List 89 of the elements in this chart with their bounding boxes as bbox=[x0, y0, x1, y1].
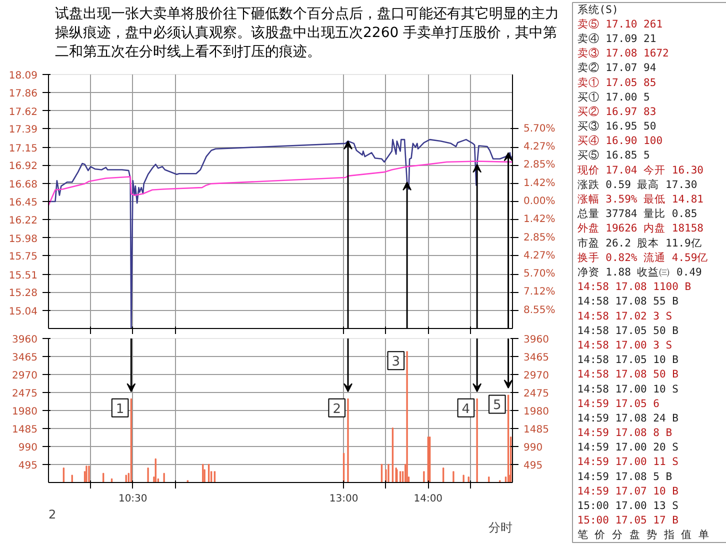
text: 14:59 17.08 24 B bbox=[577, 412, 678, 424]
y2-tick-label: 7.12% bbox=[524, 286, 556, 298]
y2-tick-label: 3465 bbox=[524, 352, 549, 364]
text: 14:59 17.00 20 S bbox=[577, 442, 678, 454]
x-tick-label: 10:30 bbox=[118, 494, 148, 504]
y2-tick-label: 1.42% bbox=[524, 214, 556, 226]
text: 买② 16.97 83 bbox=[577, 104, 656, 118]
y2-tick-label: 1980 bbox=[524, 406, 549, 418]
y-tick-label: 990 bbox=[18, 442, 38, 454]
y-tick-label: 17.39 bbox=[8, 124, 38, 136]
y2-tick-label: 2970 bbox=[524, 370, 549, 382]
text: 卖① 17.05 85 bbox=[577, 76, 656, 89]
y2-tick-label: 2.85% bbox=[524, 160, 556, 171]
y2-tick-label: 1.42% bbox=[524, 178, 556, 189]
y-tick-label: 16.68 bbox=[8, 180, 38, 191]
y2-tick-label: 1485 bbox=[524, 424, 549, 436]
y-tick-label: 17.62 bbox=[8, 106, 38, 118]
y-tick-label: 3960 bbox=[12, 334, 38, 346]
text: 卖⑤ 17.10 261 bbox=[577, 17, 663, 30]
y-tick-label: 16.22 bbox=[8, 215, 38, 226]
y2-tick-label: 8.55% bbox=[524, 304, 556, 316]
text: 买④ 16.90 100 bbox=[577, 134, 663, 148]
text: 14:59 17.05 6 bbox=[577, 398, 660, 410]
text: 14:58 17.05 10 B bbox=[577, 354, 678, 366]
text: 14:58 17.00 3 S bbox=[577, 339, 672, 352]
y-tick-label: 1485 bbox=[12, 424, 38, 436]
text: 14:58 17.08 55 B bbox=[577, 296, 678, 308]
text: 14:58 17.08 1100 B bbox=[577, 281, 692, 294]
y2-tick-label: 2.85% bbox=[524, 232, 556, 244]
text: 14:59 17.07 10 B bbox=[577, 485, 678, 498]
y-tick-label: 15.75 bbox=[8, 252, 38, 263]
y2-tick-label: 0.00% bbox=[524, 196, 556, 207]
text: 15:00 17.05 17 B bbox=[577, 514, 678, 527]
text: 净资 1.88 收益㈢ 0.49 bbox=[577, 266, 702, 278]
y2-tick-label: 495 bbox=[524, 460, 543, 472]
text: 卖③ 17.08 1672 bbox=[577, 46, 669, 60]
y2-tick-label: 5.70% bbox=[524, 268, 556, 280]
y-tick-label: 15.28 bbox=[8, 288, 38, 300]
text: 涨跌 0.59 最高 17.30 bbox=[577, 178, 698, 191]
y2-tick-label: 990 bbox=[524, 442, 543, 454]
y2-tick-label: 3960 bbox=[524, 334, 549, 346]
text: 买⑤ 16.85 5 bbox=[577, 148, 650, 162]
y2-tick-label: 5.70% bbox=[524, 123, 556, 134]
text: 14:58 17.05 50 B bbox=[577, 324, 678, 337]
y-tick-label: 2475 bbox=[12, 388, 38, 400]
text: 买① 17.00 5 bbox=[577, 90, 650, 104]
x-tick-label: 14:00 bbox=[414, 494, 443, 504]
y-tick-label: 3465 bbox=[12, 352, 38, 364]
annotation: 5 bbox=[493, 398, 502, 414]
y-tick-label: 17.86 bbox=[8, 88, 38, 100]
y-tick-label: 16.45 bbox=[8, 198, 38, 208]
y-tick-label: 16.92 bbox=[8, 161, 38, 172]
y-tick-label: 2970 bbox=[12, 370, 38, 382]
text: 买③ 16.95 50 bbox=[577, 120, 656, 133]
text: 换手 0.82% 流通 4.59亿 bbox=[577, 250, 708, 264]
text: 卖② 17.07 94 bbox=[577, 61, 656, 74]
annotation: 1 bbox=[116, 402, 124, 417]
text: 外盘 19626 内盘 18158 bbox=[577, 222, 704, 235]
x-tick-label: 13:00 bbox=[329, 494, 358, 504]
y-tick-label: 15.51 bbox=[8, 270, 38, 282]
text: 系统(S) bbox=[577, 2, 618, 16]
text: 现价 17.04 今开 16.30 bbox=[577, 164, 704, 176]
text: 涨幅 3.59% 最低 14.81 bbox=[577, 194, 704, 206]
annotation: 2 bbox=[332, 402, 341, 417]
text: 市盈 26.2 股本 11.9亿 bbox=[577, 236, 702, 250]
text: 总量 37784 量比 0.85 bbox=[576, 207, 698, 220]
annotation: 3 bbox=[392, 354, 400, 370]
chart-title: 试盘出现一张大卖单将股价往下砸低数个百分点后，盘口可能还有其它明显的主力操纵痕迹，盘中必须认真观察。该股盘中出现五次2260 手卖单打压股价，其中第二和第五次在分时线上看不到打压的痕迹。 bbox=[54, 5, 560, 62]
y2-tick-label: 2475 bbox=[524, 388, 549, 400]
text: 笔 价 分 盘 势 指 值 单 bbox=[577, 528, 710, 542]
text: 2 bbox=[48, 508, 56, 522]
text: 15:00 17.00 13 S bbox=[577, 500, 678, 512]
y-tick-label: 495 bbox=[18, 460, 38, 472]
text: 卖④ 17.09 21 bbox=[577, 32, 656, 45]
text: 14:58 17.02 3 S bbox=[577, 310, 672, 322]
y2-tick-label: 4.27% bbox=[524, 142, 556, 153]
text: 14:59 17.00 11 S bbox=[577, 456, 678, 468]
annotation: 4 bbox=[462, 402, 470, 417]
y-tick-label: 15.98 bbox=[8, 234, 38, 245]
y-tick-label: 15.04 bbox=[8, 306, 38, 318]
text: 14:58 17.08 50 B bbox=[577, 368, 678, 381]
text: 14:58 17.00 10 S bbox=[577, 383, 678, 396]
text: 14:59 17.08 8 B bbox=[577, 427, 672, 440]
text: 分时 bbox=[488, 520, 512, 534]
y-tick-label: 17.15 bbox=[8, 143, 38, 154]
y-tick-label: 1980 bbox=[12, 406, 38, 418]
y-tick-label: 18.09 bbox=[8, 70, 38, 82]
text: 14:59 17.08 5 B bbox=[577, 470, 672, 483]
y2-tick-label: 4.27% bbox=[524, 250, 556, 262]
